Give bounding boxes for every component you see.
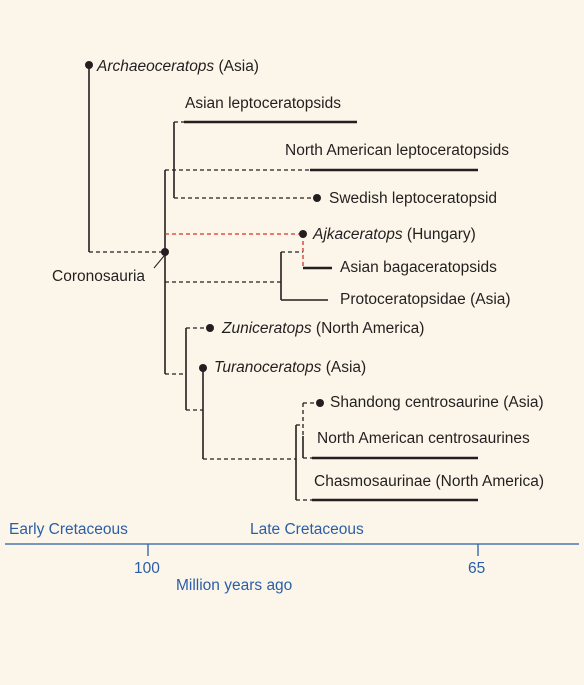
ajkaceratops-dot (299, 230, 307, 238)
label-zuniceratops: Zuniceratops (North America) (222, 320, 425, 337)
solid-branches (88, 65, 328, 500)
archaeoceratops-dot (85, 61, 93, 69)
highlight-branch (165, 233, 304, 268)
dashed-branches (89, 121, 317, 501)
label-chasmosaurinae: Chasmosaurinae (North America) (314, 473, 545, 490)
label-na-leptoceratopsids: North American leptoceratopsids (285, 142, 510, 159)
range-bars (184, 120, 478, 502)
coronosauria-node-dot (161, 248, 169, 256)
turanoceratops-dot (199, 364, 207, 372)
coronosauria-pointer (153, 255, 165, 269)
label-coronosauria: Coronosauria (52, 268, 146, 285)
swedish-lepto-dot (313, 194, 321, 202)
axis-title: Million years ago (176, 577, 293, 594)
tick-label-100: 100 (134, 560, 160, 577)
label-early-cretaceous: Early Cretaceous (9, 521, 128, 538)
label-protoceratopsidae: Protoceratopsidae (Asia) (340, 291, 511, 308)
tick-label-65: 65 (468, 560, 486, 577)
shandong-dot (316, 399, 324, 407)
label-archaeoceratops: Archaeoceratops (Asia) (97, 58, 259, 75)
timescale-axis (5, 543, 579, 556)
zuniceratops-dot (206, 324, 214, 332)
label-swedish-leptoceratopsid: Swedish leptoceratopsid (329, 190, 498, 207)
label-ajkaceratops: Ajkaceratops (Hungary) (313, 226, 476, 243)
taxon-dots (85, 61, 324, 407)
label-na-centrosaurines: North American centrosaurines (317, 430, 530, 447)
label-shandong-centrosaurine: Shandong centrosaurine (Asia) (330, 394, 544, 411)
label-asian-bagaceratopsids: Asian bagaceratopsids (340, 259, 497, 276)
label-late-cretaceous: Late Cretaceous (250, 521, 364, 538)
label-asian-leptoceratopsids: Asian leptoceratopsids (185, 95, 341, 112)
label-turanoceratops: Turanoceratops (Asia) (214, 359, 367, 376)
